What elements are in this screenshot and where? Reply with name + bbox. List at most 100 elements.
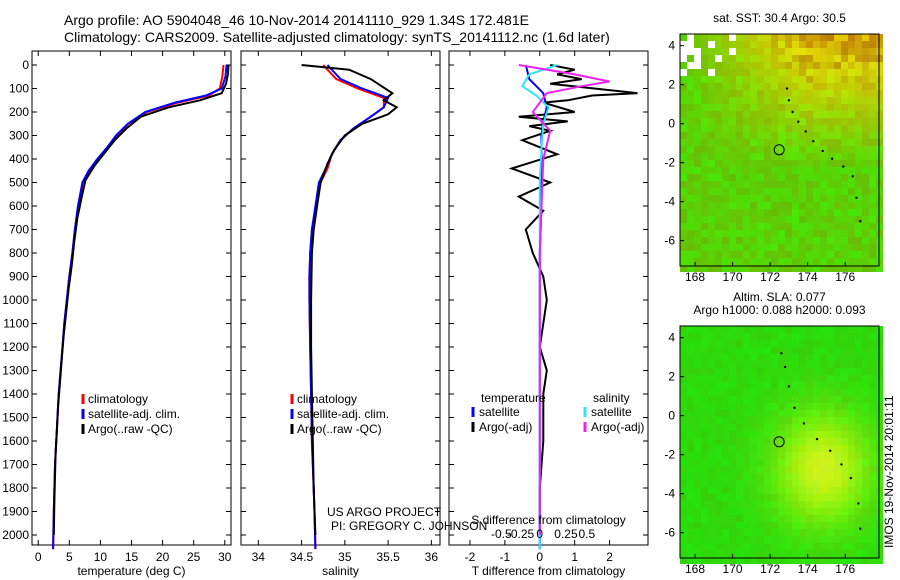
sst-map-cell xyxy=(715,209,722,216)
sst-map-cell xyxy=(743,181,750,188)
sst-map-cell xyxy=(785,244,792,251)
difference-s-tick-label: 0 xyxy=(536,527,543,541)
sst-map-cell xyxy=(701,237,708,244)
sst-map-cell xyxy=(862,251,869,258)
sst-map-cell xyxy=(869,237,876,244)
sla-map-cell xyxy=(778,396,785,403)
temperature-y-tick-label: 300 xyxy=(9,129,29,143)
sst-map-cell xyxy=(799,195,806,202)
sla-map-cell xyxy=(708,466,715,473)
sla-map-cell xyxy=(841,389,848,396)
sla-map-cell xyxy=(771,361,778,368)
sst-map-cell xyxy=(729,209,736,216)
sst-map-cell xyxy=(855,125,862,132)
sla-map-cell xyxy=(694,410,701,417)
sst-map-cell xyxy=(848,41,855,48)
sla-map-cell xyxy=(778,354,785,361)
sst-map-cell xyxy=(743,41,750,48)
sst-map-cell xyxy=(841,97,848,104)
sla-map-cell xyxy=(799,550,806,557)
temperature-y-tick-label: 1300 xyxy=(2,364,29,378)
sla-map-cell xyxy=(799,459,806,466)
sla-map-cell xyxy=(743,543,750,550)
sst-map-cell xyxy=(778,181,785,188)
sla-map-cell xyxy=(680,445,687,452)
sla-map-cell xyxy=(848,536,855,543)
sla-map-cell xyxy=(862,417,869,424)
difference-legend-label: Argo(-adj) xyxy=(479,420,532,434)
sla-map-cell xyxy=(855,347,862,354)
sst-map-cell xyxy=(827,202,834,209)
sst-map-cell xyxy=(820,209,827,216)
sst-map-cell xyxy=(736,34,743,41)
sst-map-cell xyxy=(729,48,736,55)
sla-map-cell xyxy=(827,382,834,389)
sst-map-cell xyxy=(694,139,701,146)
sla-map-cell xyxy=(722,452,729,459)
sst-map-cell xyxy=(757,237,764,244)
sst-map-cell xyxy=(792,167,799,174)
sst-map-cell xyxy=(841,69,848,76)
sst-map-cell xyxy=(701,62,708,69)
sla-map-cell xyxy=(743,361,750,368)
sla-map-cell xyxy=(708,375,715,382)
sla-map-cell xyxy=(729,452,736,459)
sst-map-cell xyxy=(757,62,764,69)
sla-map-cell xyxy=(680,347,687,354)
sla-map-cell xyxy=(708,543,715,550)
temperature-y-tick-label: 600 xyxy=(9,199,29,213)
sla-map-cell xyxy=(841,522,848,529)
temperature-series-climatology xyxy=(52,64,225,550)
sst-map-cell xyxy=(792,125,799,132)
sla-map-cell xyxy=(855,326,862,333)
sla-map-cell xyxy=(708,515,715,522)
sla-map-cell xyxy=(792,508,799,515)
sla-map-cell xyxy=(750,536,757,543)
sla-map-cell xyxy=(757,340,764,347)
salinity-x-tick-label: 35 xyxy=(338,550,352,564)
sla-map-cell xyxy=(827,522,834,529)
sst-map-cell xyxy=(715,48,722,55)
sla-map-cell xyxy=(701,396,708,403)
difference-frame xyxy=(448,50,649,546)
sst-map-cell xyxy=(869,202,876,209)
sst-map-cell xyxy=(799,237,806,244)
sla-map-cell xyxy=(806,410,813,417)
sst-map-cell xyxy=(869,41,876,48)
sst-map-cell xyxy=(715,111,722,118)
sla-map-cell xyxy=(729,340,736,347)
sla-map-cell xyxy=(694,550,701,557)
sst-map-cell xyxy=(820,195,827,202)
sla-map-cell xyxy=(792,375,799,382)
difference-x-tick-label: 1 xyxy=(571,550,578,564)
sst-map-cell xyxy=(701,111,708,118)
sla-map-cell xyxy=(785,522,792,529)
sst-map-cell xyxy=(764,167,771,174)
sla-map-cell xyxy=(785,452,792,459)
sla-map-cell xyxy=(785,550,792,557)
sla-map-cell xyxy=(715,543,722,550)
sla-map-cell xyxy=(743,368,750,375)
sla-map-cell xyxy=(869,389,876,396)
sla-map-cell xyxy=(680,480,687,487)
sla-map-cell xyxy=(820,347,827,354)
sla-map-cell xyxy=(855,480,862,487)
sla-map-cell xyxy=(834,382,841,389)
sla-map-cell xyxy=(785,389,792,396)
sla-map-cell xyxy=(827,515,834,522)
sst-map-cell xyxy=(701,230,708,237)
sst-map-cell xyxy=(820,146,827,153)
sla-map-cell xyxy=(848,501,855,508)
sla-map-cell xyxy=(785,375,792,382)
temperature-x-tick-label: 25 xyxy=(187,550,201,564)
sst-map-cell xyxy=(701,41,708,48)
sla-map-cell xyxy=(750,550,757,557)
sst-map-cell xyxy=(855,153,862,160)
sla-map-cell xyxy=(834,473,841,480)
sst-map-cell xyxy=(820,76,827,83)
sla-map-cell xyxy=(687,501,694,508)
sst-map-cell xyxy=(834,195,841,202)
sst-map-cell xyxy=(841,90,848,97)
sst-map-cell xyxy=(750,146,757,153)
sst-map-cell xyxy=(827,223,834,230)
